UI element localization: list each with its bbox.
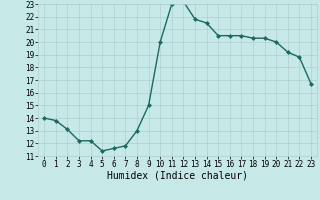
X-axis label: Humidex (Indice chaleur): Humidex (Indice chaleur) (107, 171, 248, 181)
